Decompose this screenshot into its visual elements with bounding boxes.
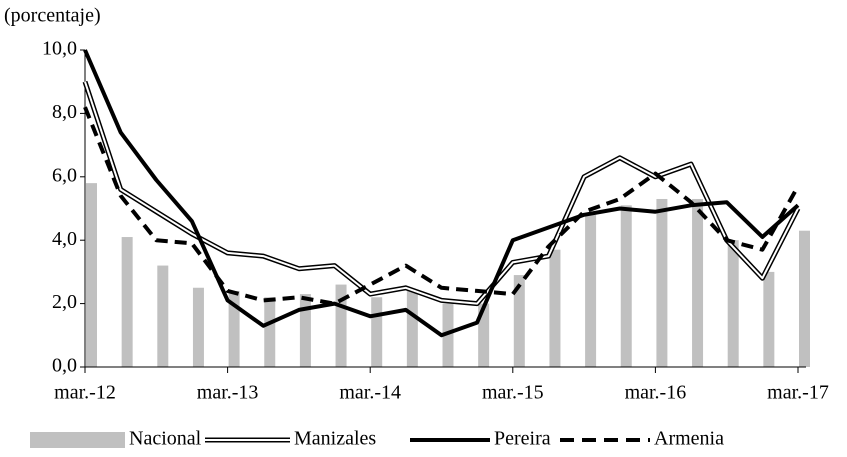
bar	[620, 205, 632, 367]
legend-label: Armenia	[654, 428, 724, 450]
y-tick-label: 8,0	[52, 101, 77, 123]
bar	[228, 290, 240, 367]
legend-label: Nacional	[129, 428, 202, 450]
line	[84, 81, 799, 305]
bar	[335, 284, 347, 367]
bar	[549, 249, 561, 367]
x-tick-label: mar.-14	[339, 382, 401, 404]
bar	[299, 294, 311, 367]
y-tick-label: 0,0	[52, 355, 77, 377]
bar	[442, 303, 454, 367]
bar	[656, 198, 668, 367]
y-tick-label: 2,0	[52, 291, 77, 313]
bar	[727, 240, 739, 367]
bar	[763, 271, 775, 367]
x-tick-label: mar.-15	[482, 382, 544, 404]
bar	[406, 290, 418, 367]
bar	[799, 230, 810, 367]
x-tick-label: mar.-13	[197, 382, 259, 404]
x-tick-label: mar.-12	[54, 382, 116, 404]
y-tick-label: 4,0	[52, 228, 77, 250]
y-tick-label: 10,0	[42, 38, 77, 60]
bar	[585, 214, 597, 367]
bar	[121, 237, 133, 367]
y-axis-label: (porcentaje)	[4, 5, 101, 27]
x-tick-label: mar.-17	[767, 382, 829, 404]
y-tick-label: 6,0	[52, 164, 77, 186]
line-outline	[82, 80, 801, 307]
bar	[513, 275, 525, 367]
legend-label: Pereira	[494, 428, 551, 450]
bar	[192, 287, 204, 367]
bar	[692, 198, 704, 367]
x-tick-label: mar.-16	[625, 382, 687, 404]
legend-swatch	[30, 432, 125, 448]
line	[83, 106, 800, 306]
bar	[371, 297, 383, 367]
bar	[264, 297, 276, 367]
line	[83, 49, 800, 338]
bar	[86, 183, 97, 367]
legend-label: Manizales	[294, 428, 376, 450]
bar	[478, 303, 490, 367]
bar	[157, 265, 169, 367]
